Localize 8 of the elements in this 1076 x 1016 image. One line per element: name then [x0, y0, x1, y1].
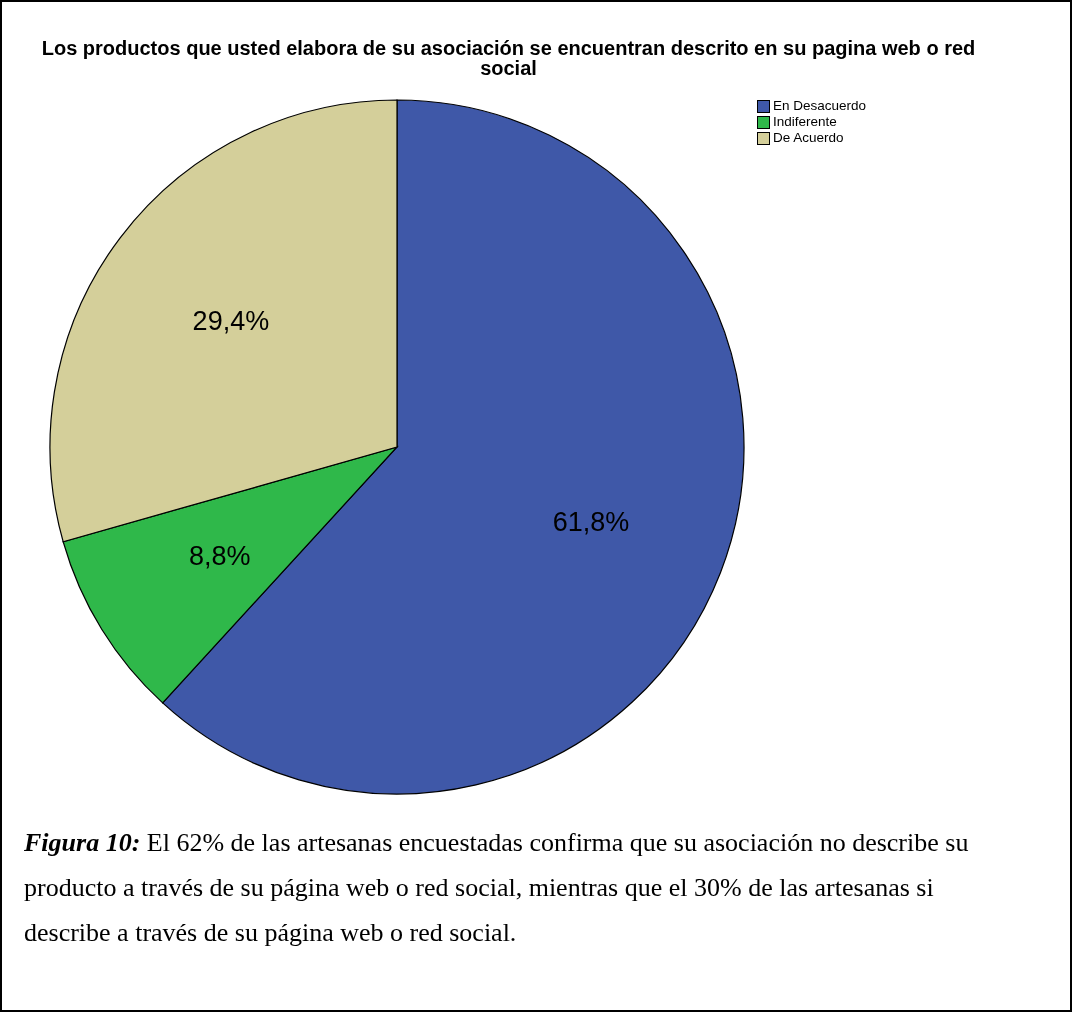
legend-label: Indiferente [773, 114, 837, 130]
legend-label: En Desacuerdo [773, 98, 867, 114]
chart-title: Los productos que usted elabora de su asociación se encuentran descrito en su pagina web o red social [40, 37, 977, 79]
data-label: 29,4% [192, 306, 270, 337]
data-label: 61,8% [552, 507, 630, 538]
data-label: 8,8% [189, 541, 251, 572]
legend-label: De Acuerdo [773, 130, 844, 146]
text: Figura 10: El 62% de las artesanas encuestadas confirma que su asociación no describe su producto a través de su página web o red social, mientras que el 30% de las artesanas si describe a través de su página web o red social. [24, 827, 970, 949]
